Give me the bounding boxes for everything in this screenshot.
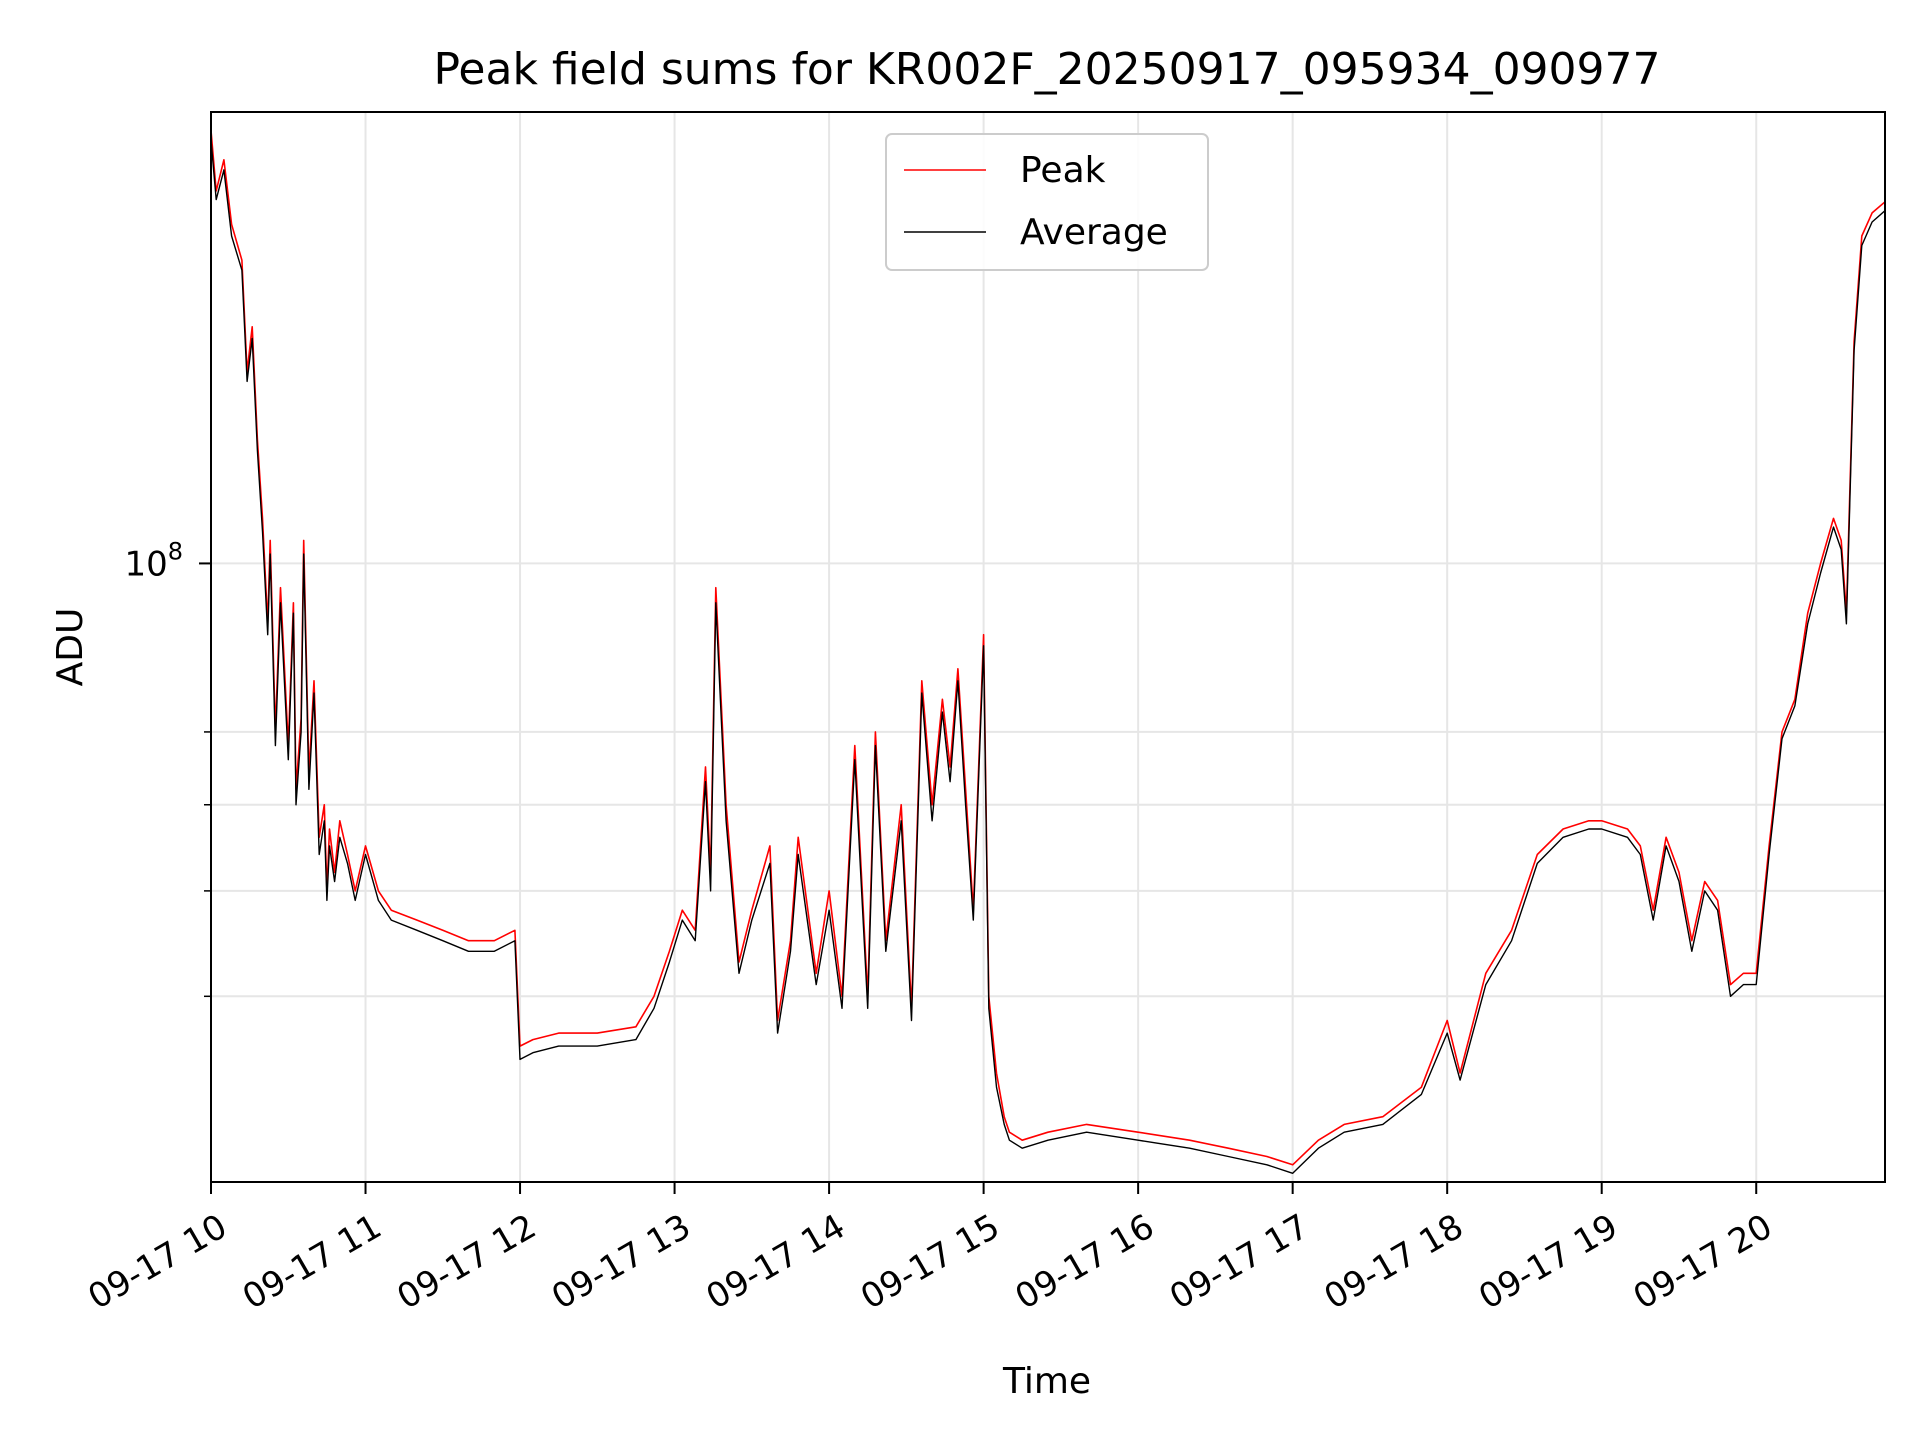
series-layer — [211, 130, 1885, 1175]
grid — [210, 112, 1885, 1182]
legend-label-peak: Peak — [1020, 150, 1106, 191]
legend-label-average: Average — [1020, 212, 1168, 253]
y-axis-label: ADU — [50, 608, 91, 687]
y-axis: 108 — [124, 537, 211, 998]
legend: Peak Average — [885, 133, 1209, 271]
y-tick-label-exponent: 8 — [168, 537, 183, 565]
legend-box — [885, 133, 1209, 271]
y-tick-label: 108 — [124, 537, 183, 584]
series-line-average — [211, 140, 1885, 1175]
chart-title: Peak field sums for KR002F_20250917_0959… — [433, 44, 1660, 95]
y-tick-label-base: 10 — [124, 544, 167, 584]
plot-frame — [210, 111, 1886, 1183]
x-axis-label: Time — [1002, 1361, 1091, 1402]
